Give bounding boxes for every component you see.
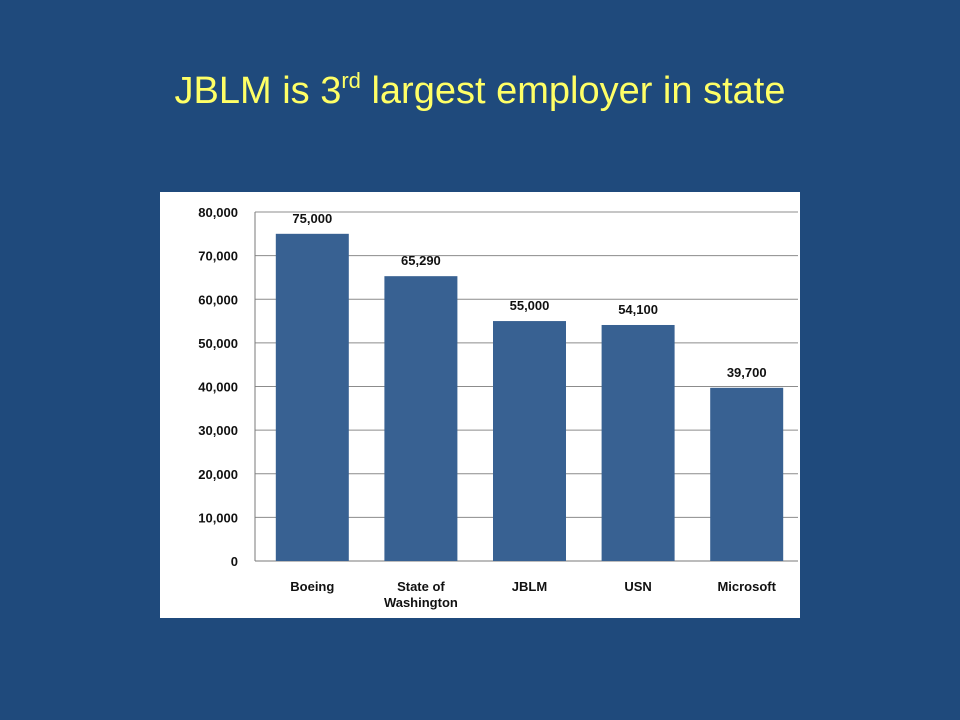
bar-value-label: 54,100	[618, 302, 658, 317]
y-tick-label: 70,000	[198, 249, 238, 264]
bar-value-label: 65,290	[401, 253, 441, 268]
x-category-label: Microsoft	[717, 579, 776, 594]
y-tick-label: 10,000	[198, 510, 238, 525]
x-category-label: JBLM	[512, 579, 547, 594]
slide-title-superscript: rd	[341, 68, 361, 93]
slide-title-suffix: largest employer in state	[360, 70, 786, 112]
chart-panel: 0 10,000 20,000 30,000 40,000 50,000 60,000 70,…	[160, 192, 800, 618]
bar	[493, 321, 566, 561]
x-category-label: Washington	[384, 595, 458, 610]
x-category-label: USN	[624, 579, 651, 594]
bar	[275, 233, 349, 561]
y-tick-label: 80,000	[198, 205, 238, 220]
bar-value-label: 55,000	[510, 298, 550, 313]
bar	[384, 276, 458, 561]
slide-title: JBLM is 3rd largest employer in state	[0, 66, 960, 116]
bar	[601, 324, 675, 561]
bar-value-label: 39,700	[727, 365, 767, 380]
x-category-label: State of	[397, 579, 445, 594]
y-tick-label: 20,000	[198, 467, 238, 482]
bar-value-label: 75,000	[292, 211, 332, 226]
y-tick-label: 60,000	[198, 292, 238, 307]
slide-title-prefix: JBLM is 3	[174, 70, 342, 112]
y-tick-label: 50,000	[198, 336, 238, 351]
bar	[710, 387, 784, 561]
x-category-label: Boeing	[290, 579, 334, 594]
y-tick-label: 30,000	[198, 423, 238, 438]
y-tick-label: 0	[231, 554, 238, 569]
y-tick-label: 40,000	[198, 380, 238, 395]
bar-chart: 0 10,000 20,000 30,000 40,000 50,000 60,000 70,…	[198, 205, 798, 610]
